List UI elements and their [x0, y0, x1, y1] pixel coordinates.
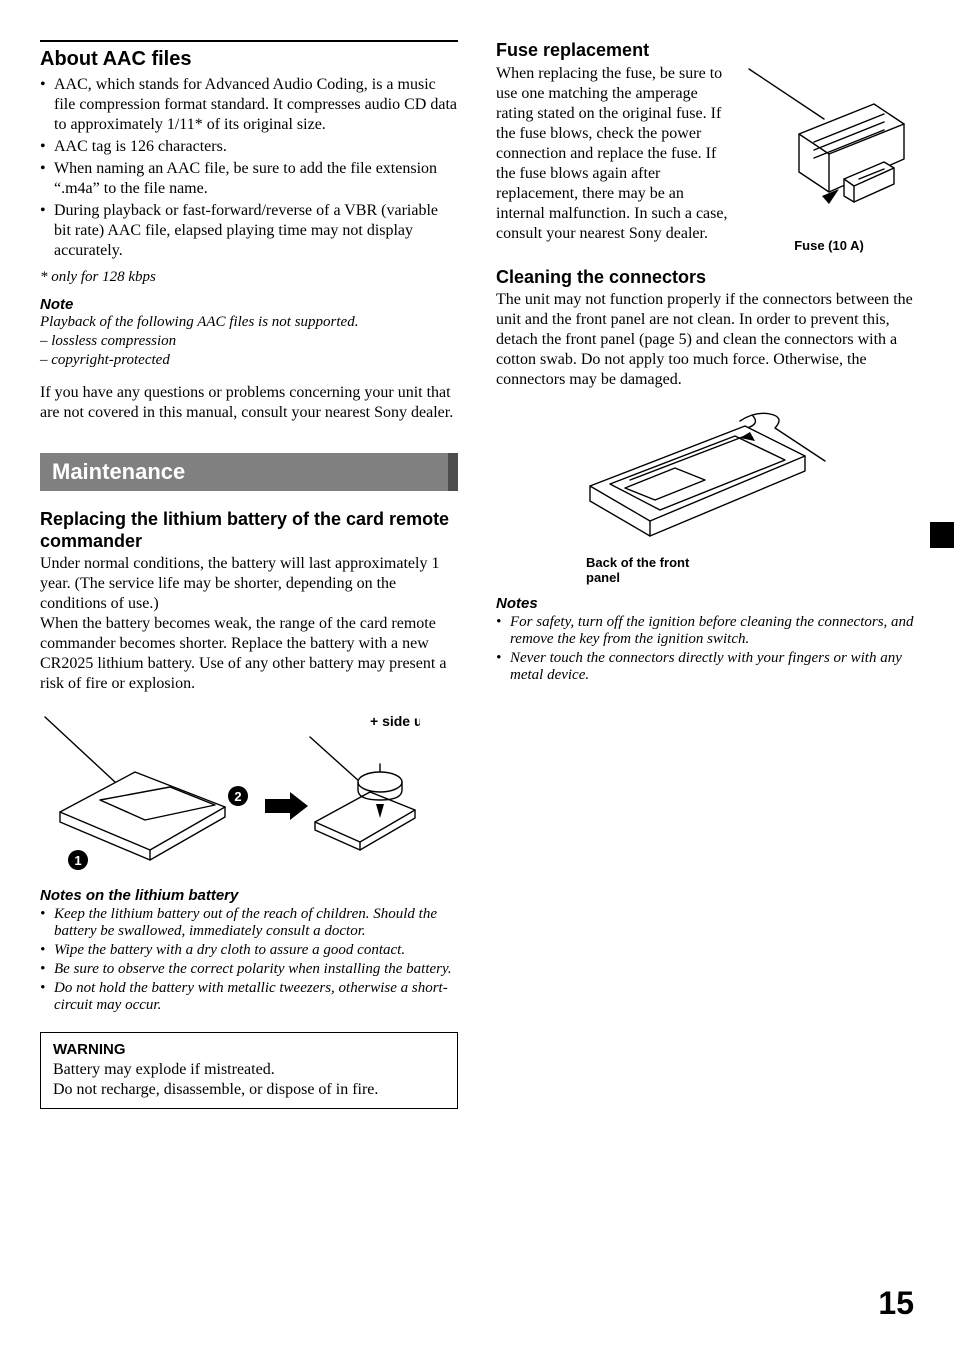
warning-box: WARNING Battery may explode if mistreate…	[40, 1032, 458, 1109]
aac-footnote: * only for 128 kbps	[40, 269, 458, 286]
clean-heading: Cleaning the connectors	[496, 267, 914, 289]
list-item: When naming an AAC file, be sure to add …	[40, 159, 458, 199]
list-item: AAC tag is 126 characters.	[40, 137, 458, 157]
list-item: During playback or fast-forward/reverse …	[40, 201, 458, 261]
list-item: Do not hold the battery with metallic tw…	[40, 980, 458, 1014]
note-heading: Note	[40, 296, 458, 313]
fuse-caption: Fuse (10 A)	[744, 238, 914, 253]
note-line: – copyright-protected	[40, 351, 458, 370]
note-body: Playback of the following AAC files is n…	[40, 313, 458, 369]
list-item: AAC, which stands for Advanced Audio Cod…	[40, 75, 458, 135]
page-number: 15	[878, 1285, 914, 1322]
section-rule	[40, 40, 458, 42]
side-tab	[930, 522, 954, 548]
warning-heading: WARNING	[53, 1041, 445, 1058]
clean-notes-heading: Notes	[496, 595, 914, 612]
list-item: For safety, turn off the ignition before…	[496, 614, 914, 648]
battery-figure: 2 1 + side up	[40, 712, 458, 877]
list-item: Be sure to observe the correct polarity …	[40, 961, 458, 978]
list-item: Never touch the connectors directly with…	[496, 650, 914, 684]
note-line: Playback of the following AAC files is n…	[40, 313, 458, 332]
clean-para: The unit may not function properly if th…	[496, 290, 914, 390]
panel-figure: Back of the front panel	[496, 406, 914, 585]
fuse-heading: Fuse replacement	[496, 40, 914, 62]
aac-closing: If you have any questions or problems co…	[40, 383, 458, 423]
note-line: – lossless compression	[40, 332, 458, 351]
list-item: Keep the lithium battery out of the reac…	[40, 906, 458, 940]
aac-bullets: AAC, which stands for Advanced Audio Cod…	[40, 75, 458, 261]
warning-body: Battery may explode if mistreated. Do no…	[53, 1060, 445, 1100]
plus-side-up-label: + side up	[370, 713, 420, 729]
clean-notes-list: For safety, turn off the ignition before…	[496, 614, 914, 684]
fuse-para: When replacing the fuse, be sure to use …	[496, 64, 734, 244]
svg-text:1: 1	[74, 853, 81, 868]
battery-heading: Replacing the lithium battery of the car…	[40, 509, 458, 552]
battery-notes-heading: Notes on the lithium battery	[40, 887, 458, 904]
maintenance-banner: Maintenance	[40, 453, 458, 491]
list-item: Wipe the battery with a dry cloth to ass…	[40, 942, 458, 959]
battery-para: Under normal conditions, the battery wil…	[40, 554, 458, 694]
aac-heading: About AAC files	[40, 48, 458, 71]
fuse-figure: Fuse (10 A)	[744, 64, 914, 253]
panel-caption: Back of the front panel	[586, 555, 726, 585]
battery-notes-list: Keep the lithium battery out of the reac…	[40, 906, 458, 1014]
svg-text:2: 2	[234, 789, 241, 804]
